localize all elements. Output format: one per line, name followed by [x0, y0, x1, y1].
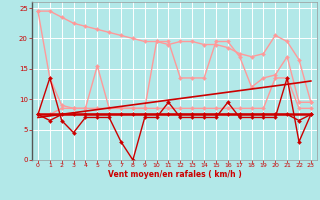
X-axis label: Vent moyen/en rafales ( km/h ): Vent moyen/en rafales ( km/h )	[108, 170, 241, 179]
